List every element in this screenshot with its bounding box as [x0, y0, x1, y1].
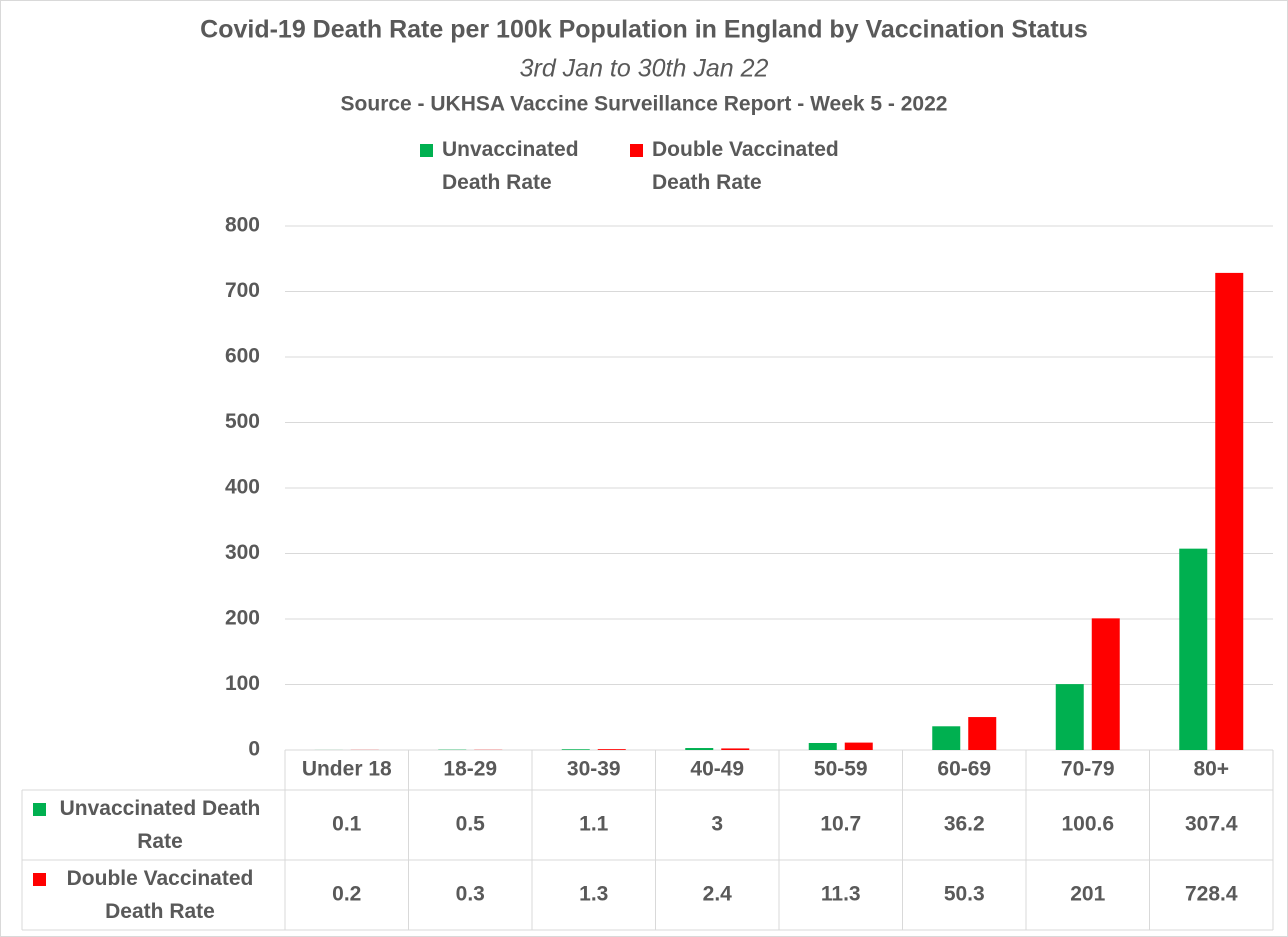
- bar: [597, 749, 626, 750]
- table-value: 0.5: [456, 813, 486, 836]
- bar: [1179, 548, 1208, 750]
- table-value: 36.2: [944, 813, 985, 836]
- table-value: 1.3: [579, 883, 608, 906]
- y-tick-label: 200: [225, 607, 260, 630]
- table-value: 50.3: [944, 883, 985, 906]
- legend-label: Double Vaccinated Death Rate: [652, 138, 839, 194]
- y-tick-label: 800: [225, 214, 260, 237]
- chart-source: Source - UKHSA Vaccine Surveillance Repo…: [341, 93, 948, 116]
- bar: [685, 748, 714, 750]
- table-row-swatch: [33, 803, 46, 816]
- table-value: 100.6: [1061, 813, 1114, 836]
- table-value: 201: [1070, 883, 1105, 906]
- table-row-header: Double Vaccinated Death Rate: [66, 867, 254, 923]
- table-value: 0.1: [332, 813, 362, 836]
- y-tick-label: 500: [225, 410, 260, 433]
- y-tick-label: 600: [225, 345, 260, 368]
- bar: [1215, 272, 1244, 750]
- table-value: 11.3: [821, 883, 861, 906]
- y-tick-label: 400: [225, 476, 260, 499]
- bar: [1055, 684, 1084, 750]
- table-value: 3: [711, 813, 723, 836]
- x-tick-label: 60-69: [937, 758, 991, 781]
- chart-subtitle: 3rd Jan to 30th Jan 22: [520, 55, 769, 83]
- table-row-header: Unvaccinated Death Rate: [59, 797, 261, 853]
- bar: [1091, 618, 1120, 750]
- bar: [808, 742, 837, 750]
- x-tick-label: 30-39: [567, 758, 621, 781]
- legend-label: Unvaccinated Death Rate: [442, 138, 579, 194]
- x-tick-label: 80+: [1193, 758, 1229, 781]
- bar: [968, 717, 997, 750]
- x-tick-label: Under 18: [302, 758, 392, 781]
- chart-title: Covid-19 Death Rate per 100k Population …: [200, 16, 1088, 44]
- table-value: 0.3: [456, 883, 485, 906]
- table-value: 0.2: [332, 883, 361, 906]
- x-tick-label: 40-49: [690, 758, 744, 781]
- table-value: 1.1: [579, 813, 609, 836]
- x-tick-label: 18-29: [443, 758, 497, 781]
- y-tick-label: 100: [225, 672, 260, 695]
- table-value: 10.7: [820, 813, 861, 836]
- bar: [932, 726, 961, 750]
- x-tick-label: 50-59: [814, 758, 868, 781]
- bar: [844, 742, 873, 750]
- table-value: 307.4: [1185, 813, 1238, 836]
- table-value: 2.4: [703, 883, 733, 906]
- table-row-swatch: [33, 873, 46, 886]
- x-tick-label: 70-79: [1061, 758, 1115, 781]
- bar: [721, 748, 750, 750]
- y-tick-label: 700: [225, 279, 260, 302]
- y-tick-label: 300: [225, 541, 260, 564]
- legend-swatch: [630, 144, 643, 157]
- legend-swatch: [420, 144, 433, 157]
- y-tick-label: 0: [248, 738, 260, 761]
- bar: [561, 749, 590, 750]
- table-value: 728.4: [1185, 883, 1238, 906]
